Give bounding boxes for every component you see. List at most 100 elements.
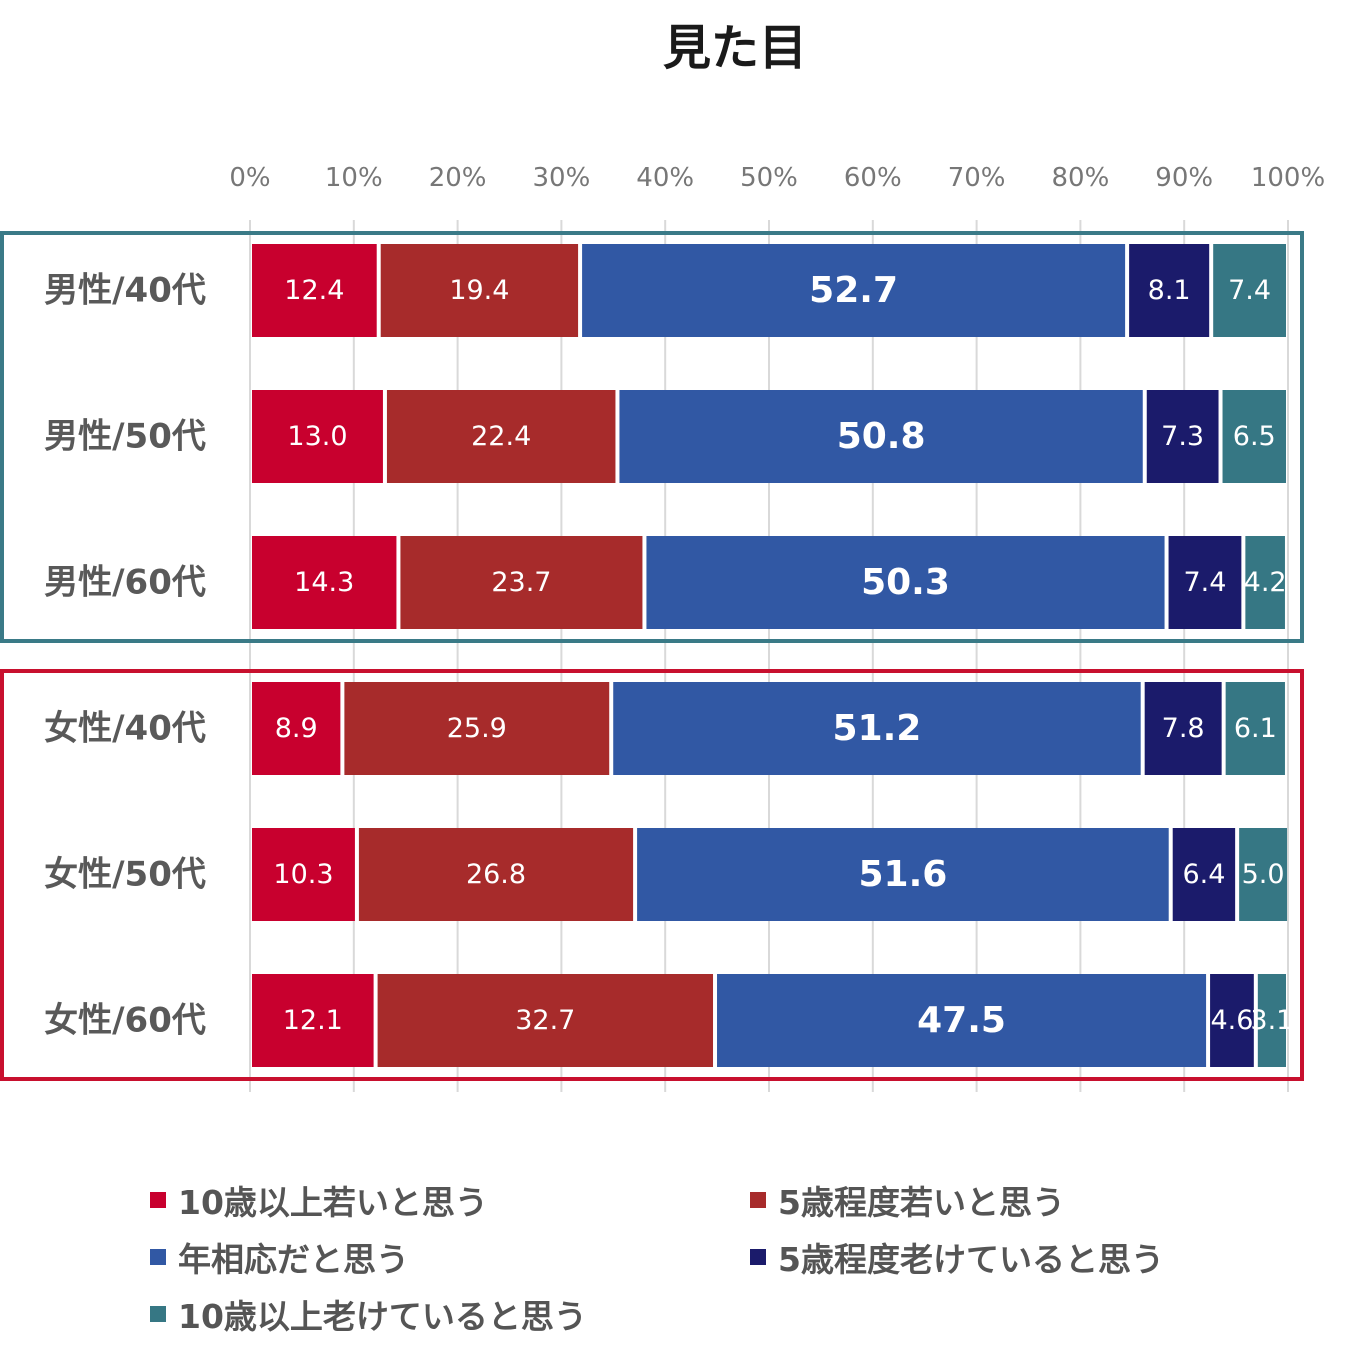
x-tick-label: 60%	[844, 163, 902, 193]
bar-segment	[1172, 828, 1236, 921]
bar-segment	[582, 244, 1126, 337]
legend-label: 10歳以上老けていると思う	[178, 1297, 587, 1336]
data-label: 3.1	[1250, 1005, 1293, 1036]
x-tick-label: 0%	[229, 163, 270, 193]
x-tick-label: 20%	[429, 163, 487, 193]
data-label: 51.2	[833, 708, 922, 749]
bar-segment	[252, 974, 374, 1067]
data-label: 14.3	[294, 567, 354, 598]
data-label: 23.7	[491, 567, 551, 598]
bar-segment	[717, 974, 1207, 1067]
legend-item: 10歳以上若いと思う	[150, 1180, 488, 1222]
data-label: 19.4	[449, 275, 509, 306]
bar-segment	[380, 244, 579, 337]
data-label: 8.9	[275, 713, 318, 744]
legend-label: 10歳以上若いと思う	[178, 1183, 488, 1222]
bar-segment	[252, 682, 341, 775]
legend-label: 5歳程度老けていると思う	[778, 1240, 1164, 1279]
bar-segment	[1239, 828, 1288, 921]
data-label: 50.8	[837, 416, 926, 457]
bar-segment	[252, 828, 355, 921]
category-label: 男性/50代	[44, 417, 206, 457]
legend-label: 年相応だと思う	[178, 1240, 409, 1279]
bar-segment	[1146, 390, 1219, 483]
bar-segment	[619, 390, 1143, 483]
bar-segment	[637, 828, 1169, 921]
legend-swatch	[750, 1192, 766, 1208]
bar-segment	[1213, 244, 1286, 337]
data-label: 51.6	[858, 854, 947, 895]
data-label: 6.4	[1182, 859, 1225, 890]
bar-segment	[377, 974, 714, 1067]
legend: 10歳以上若いと思う 5歳程度若いと思う年相応だと思う 5歳程度老けていると思う 10…	[150, 1180, 1300, 1340]
x-tick-label: 70%	[948, 163, 1006, 193]
legend-swatch	[150, 1192, 166, 1208]
category-label: 女性/60代	[44, 1001, 206, 1041]
bar-segment	[1257, 974, 1286, 1067]
bars: 12.4 19.4 52.7 8.1 7.4 13.0 22.4 50.8 7.3 6.5 14.3…	[252, 244, 1293, 1067]
group-frame	[0, 231, 1304, 643]
group-frame	[0, 669, 1304, 1081]
x-tick-label: 100%	[1251, 163, 1325, 193]
bar-segment	[252, 244, 377, 337]
data-label: 7.3	[1161, 421, 1204, 452]
chart-title: 見た目	[663, 20, 807, 76]
data-label: 32.7	[515, 1005, 575, 1036]
bar-segment	[613, 682, 1141, 775]
x-tick-label: 40%	[636, 163, 694, 193]
x-tick-label: 30%	[533, 163, 591, 193]
gridlines	[249, 220, 1289, 1092]
data-label: 7.4	[1183, 567, 1226, 598]
legend-swatch	[150, 1306, 166, 1322]
data-label: 12.1	[283, 1005, 343, 1036]
data-label: 26.8	[466, 859, 526, 890]
data-label: 52.7	[809, 270, 898, 311]
legend-label: 5歳程度若いと思う	[778, 1183, 1065, 1222]
bar-segment	[1245, 536, 1285, 629]
bar-segment	[1129, 244, 1210, 337]
bar-segment	[1168, 536, 1242, 629]
bar-segment	[344, 682, 610, 775]
data-label: 6.5	[1233, 421, 1276, 452]
bar-segment	[400, 536, 643, 629]
bar-segment	[646, 536, 1165, 629]
x-tick-label: 90%	[1155, 163, 1213, 193]
data-label: 50.3	[861, 562, 950, 603]
bar-segment	[252, 536, 397, 629]
data-label: 13.0	[287, 421, 347, 452]
bar-segment	[1144, 682, 1222, 775]
legend-item: 10歳以上老けていると思う	[150, 1294, 587, 1336]
data-label: 8.1	[1148, 275, 1191, 306]
data-label: 4.6	[1210, 1005, 1253, 1036]
x-axis-ticks: 0% 10% 20% 30% 40% 50% 60% 70% 80% 90% 100%	[229, 163, 1325, 193]
bar-segment	[1225, 682, 1285, 775]
category-label: 女性/50代	[44, 855, 206, 895]
bar-segment	[1210, 974, 1254, 1067]
data-label: 4.2	[1244, 567, 1287, 598]
data-label: 12.4	[284, 275, 344, 306]
data-label: 25.9	[447, 713, 507, 744]
bar-segment	[252, 390, 383, 483]
data-label: 22.4	[471, 421, 531, 452]
data-label: 47.5	[917, 1000, 1006, 1041]
x-tick-label: 10%	[325, 163, 383, 193]
x-tick-label: 50%	[740, 163, 798, 193]
data-label: 7.4	[1228, 275, 1271, 306]
legend-item: 5歳程度若いと思う	[750, 1180, 1065, 1222]
legend-swatch	[150, 1249, 166, 1265]
bar-segment	[386, 390, 616, 483]
data-label: 10.3	[273, 859, 333, 890]
category-label: 男性/40代	[44, 271, 206, 311]
group-frames	[0, 231, 1304, 1081]
legend-swatch	[750, 1249, 766, 1265]
data-label: 7.8	[1162, 713, 1205, 744]
bar-segment	[1222, 390, 1286, 483]
stacked-bar-chart: 見た目 0% 10% 20% 30% 40% 50% 60% 70% 80% 90% 100% 12…	[0, 20, 1325, 1092]
data-label: 6.1	[1234, 713, 1277, 744]
category-label: 男性/60代	[44, 563, 206, 603]
x-tick-label: 80%	[1052, 163, 1110, 193]
legend-item: 5歳程度老けていると思う	[750, 1237, 1164, 1279]
bar-segment	[358, 828, 634, 921]
data-label: 5.0	[1242, 859, 1285, 890]
